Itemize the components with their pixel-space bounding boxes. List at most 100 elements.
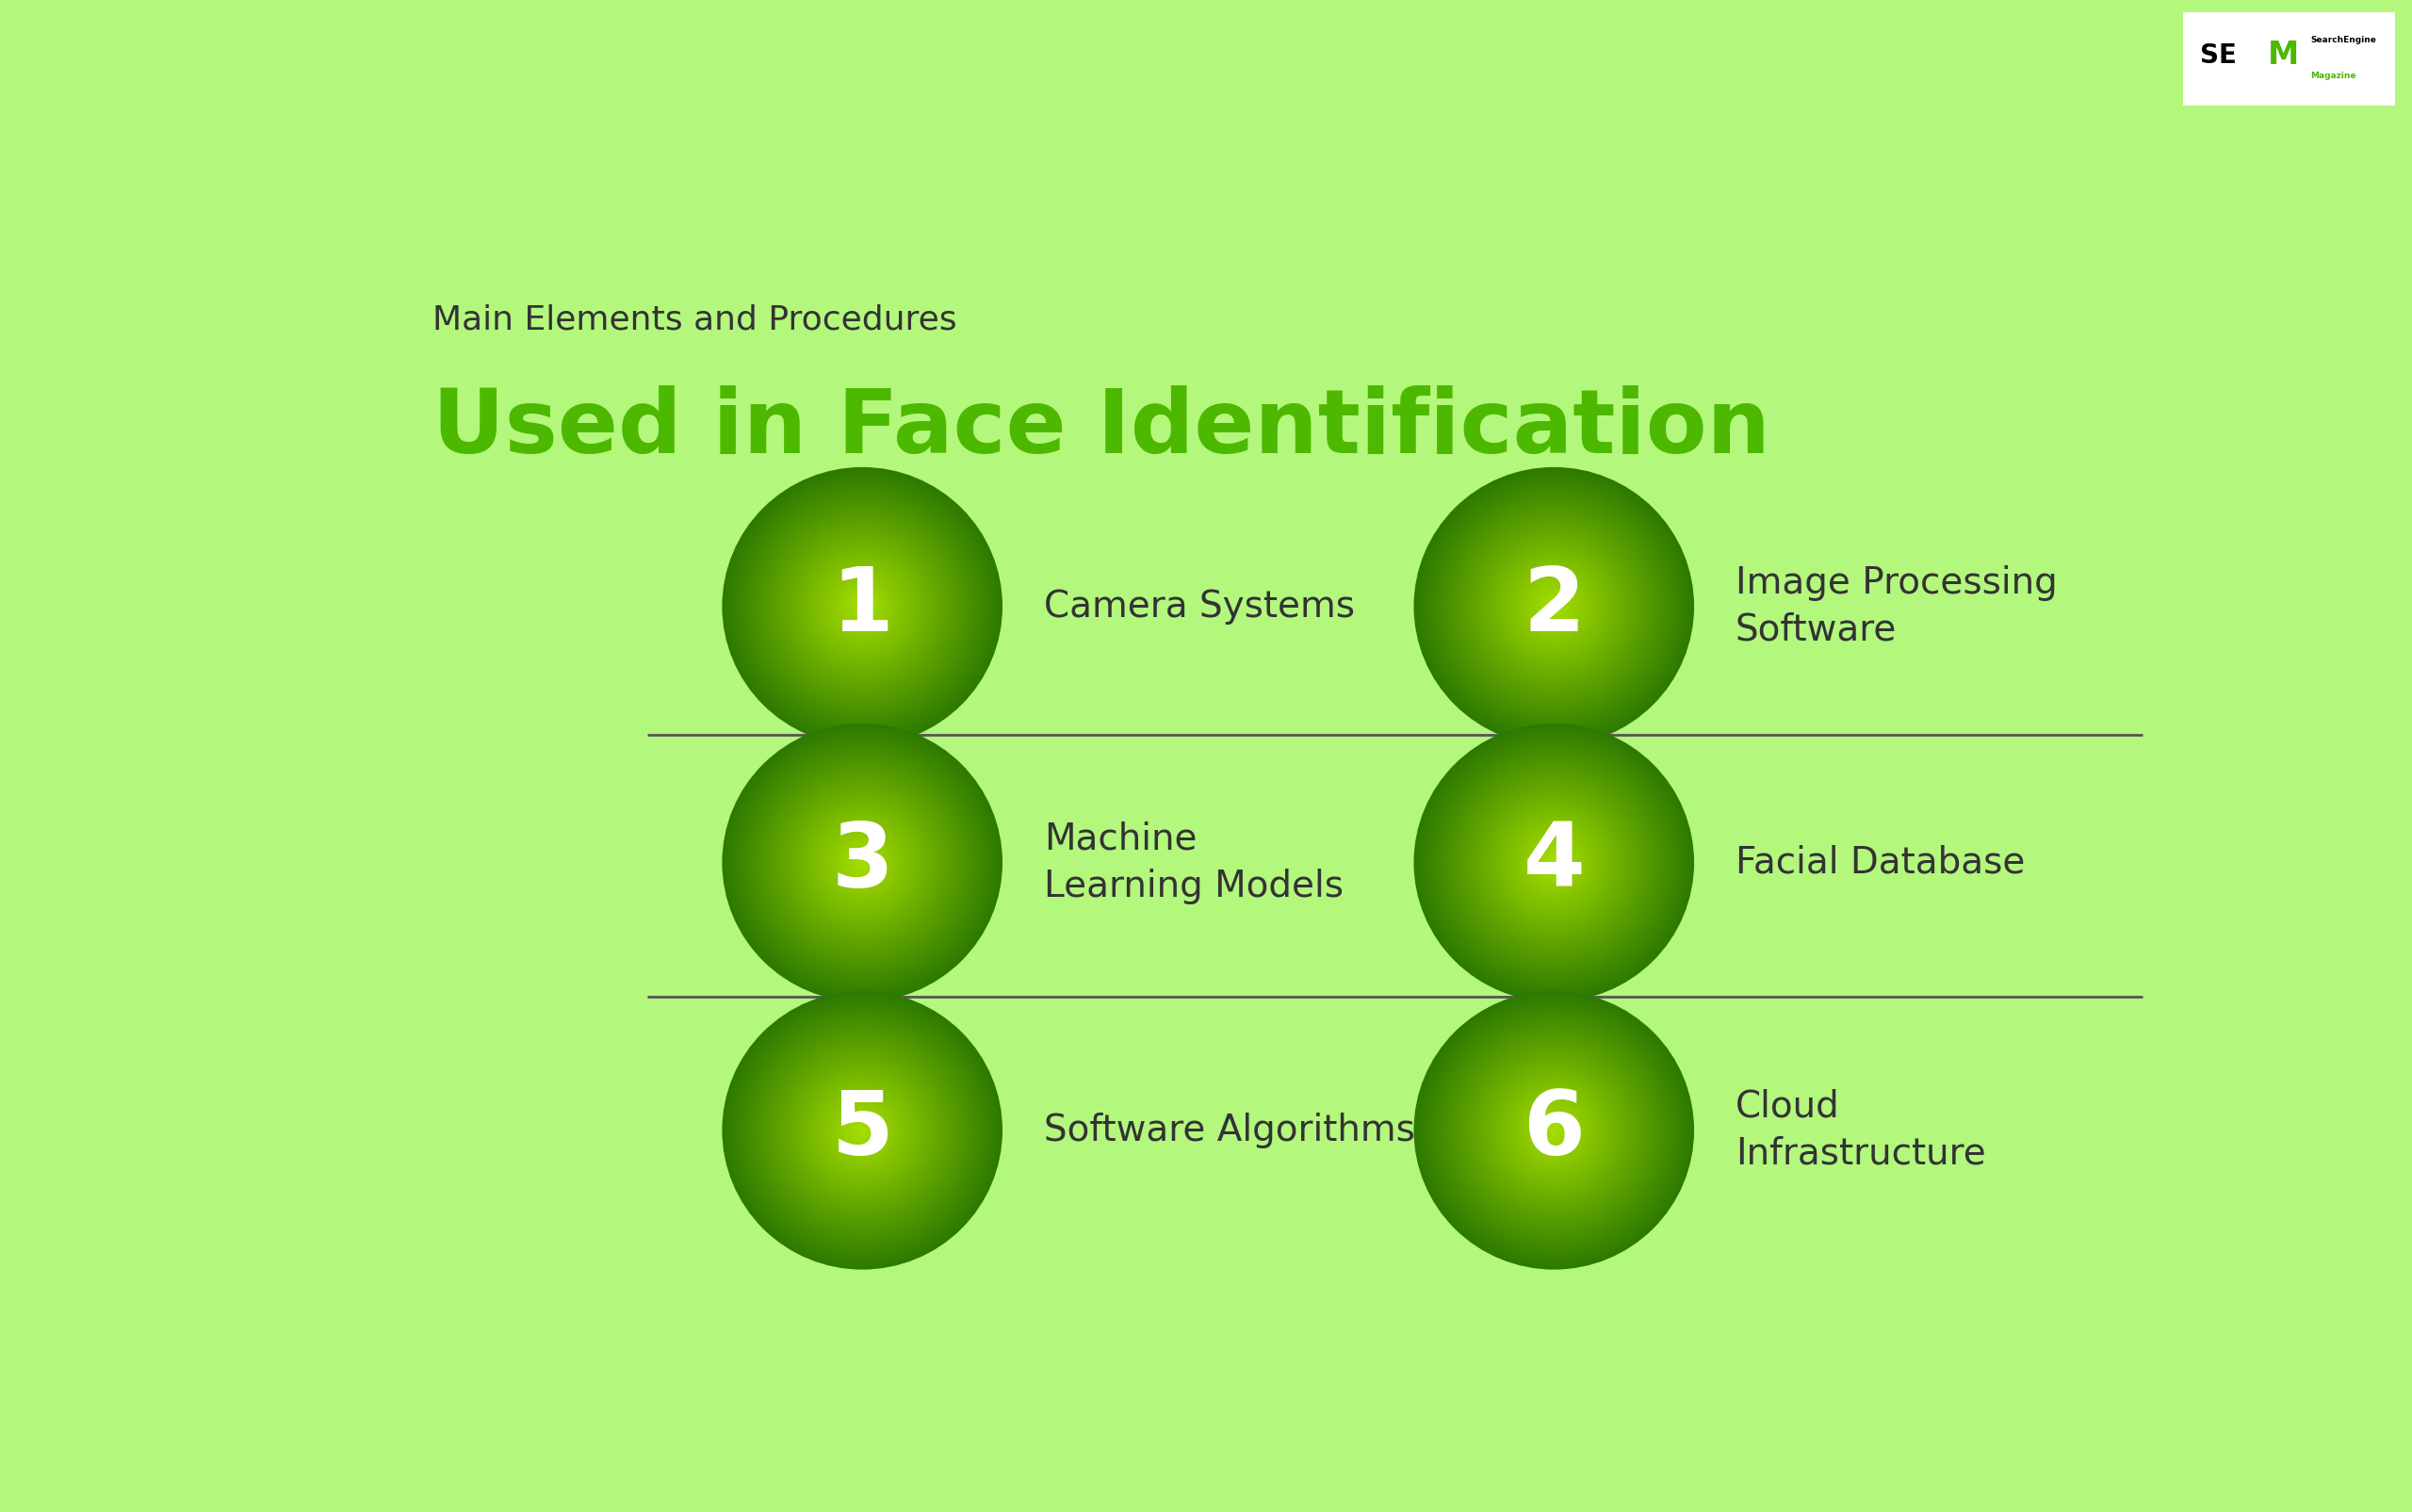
Ellipse shape [830, 1096, 895, 1164]
Ellipse shape [835, 835, 890, 891]
Ellipse shape [1551, 603, 1556, 609]
Ellipse shape [806, 807, 919, 918]
Ellipse shape [1474, 1049, 1635, 1211]
Text: 3: 3 [832, 820, 892, 906]
Ellipse shape [1544, 1119, 1565, 1142]
Ellipse shape [1466, 776, 1640, 950]
Text: Machine
Learning Models: Machine Learning Models [1044, 821, 1343, 904]
Ellipse shape [825, 1095, 900, 1166]
Ellipse shape [1462, 514, 1647, 699]
Ellipse shape [1462, 771, 1647, 954]
Ellipse shape [765, 1033, 960, 1228]
Ellipse shape [1464, 517, 1643, 696]
Ellipse shape [1476, 785, 1633, 940]
Ellipse shape [1457, 765, 1652, 960]
Ellipse shape [733, 735, 991, 990]
Ellipse shape [772, 517, 953, 696]
Ellipse shape [1500, 553, 1606, 659]
Ellipse shape [1505, 559, 1602, 653]
Ellipse shape [849, 1116, 876, 1145]
Ellipse shape [1469, 1046, 1638, 1214]
Ellipse shape [851, 851, 873, 874]
Ellipse shape [1551, 1128, 1556, 1132]
Ellipse shape [1527, 835, 1582, 891]
Ellipse shape [1418, 729, 1688, 996]
Ellipse shape [1503, 556, 1604, 656]
Ellipse shape [1527, 1102, 1582, 1158]
Ellipse shape [808, 553, 917, 659]
Ellipse shape [835, 1102, 890, 1158]
Ellipse shape [1495, 1072, 1614, 1188]
Ellipse shape [774, 776, 950, 950]
Ellipse shape [847, 1113, 878, 1148]
Ellipse shape [856, 1125, 868, 1136]
Ellipse shape [753, 754, 972, 971]
Ellipse shape [851, 1119, 873, 1142]
Ellipse shape [784, 528, 941, 685]
Ellipse shape [808, 809, 917, 915]
Ellipse shape [733, 478, 991, 735]
Ellipse shape [1423, 475, 1686, 738]
Ellipse shape [796, 1063, 929, 1198]
Ellipse shape [762, 1030, 962, 1231]
Ellipse shape [1493, 1069, 1616, 1191]
Text: Cloud
Infrastructure: Cloud Infrastructure [1734, 1089, 1985, 1172]
Ellipse shape [820, 821, 904, 904]
Ellipse shape [1435, 490, 1672, 723]
Ellipse shape [1428, 481, 1681, 732]
Ellipse shape [1459, 1036, 1650, 1225]
Ellipse shape [801, 1069, 924, 1191]
Ellipse shape [1452, 1030, 1655, 1231]
Ellipse shape [728, 473, 996, 739]
Ellipse shape [820, 1089, 904, 1172]
Ellipse shape [738, 484, 987, 729]
Ellipse shape [820, 564, 904, 649]
Ellipse shape [779, 779, 946, 947]
Ellipse shape [781, 782, 943, 943]
Ellipse shape [1416, 993, 1691, 1267]
Ellipse shape [1536, 590, 1570, 623]
Ellipse shape [728, 996, 996, 1264]
Ellipse shape [859, 860, 866, 865]
Ellipse shape [822, 824, 902, 901]
Ellipse shape [1425, 478, 1684, 735]
Ellipse shape [856, 857, 868, 868]
Ellipse shape [1495, 547, 1614, 665]
Ellipse shape [1433, 742, 1674, 983]
Ellipse shape [1479, 531, 1631, 682]
Ellipse shape [1457, 510, 1652, 705]
Ellipse shape [1428, 1005, 1681, 1255]
Ellipse shape [1433, 487, 1674, 726]
Ellipse shape [815, 559, 909, 653]
Ellipse shape [832, 832, 892, 894]
Ellipse shape [1459, 511, 1650, 702]
Ellipse shape [1425, 1002, 1684, 1258]
Ellipse shape [1486, 540, 1621, 673]
Ellipse shape [849, 593, 876, 620]
Ellipse shape [1442, 751, 1667, 974]
Ellipse shape [781, 526, 943, 686]
Ellipse shape [743, 742, 982, 983]
Ellipse shape [781, 1049, 943, 1211]
Ellipse shape [796, 540, 929, 673]
Ellipse shape [1483, 792, 1623, 933]
Ellipse shape [1532, 841, 1577, 885]
Ellipse shape [1469, 779, 1638, 947]
Ellipse shape [1500, 809, 1606, 915]
Ellipse shape [745, 745, 979, 980]
Ellipse shape [1539, 593, 1568, 620]
Ellipse shape [1544, 851, 1565, 874]
Ellipse shape [842, 587, 883, 626]
Ellipse shape [1520, 573, 1587, 640]
Text: 5: 5 [832, 1087, 892, 1173]
Ellipse shape [1445, 497, 1664, 715]
Ellipse shape [791, 792, 933, 933]
Ellipse shape [721, 723, 1003, 1002]
Ellipse shape [1450, 759, 1657, 966]
Ellipse shape [748, 748, 977, 977]
Ellipse shape [1450, 1027, 1657, 1234]
Ellipse shape [1440, 1016, 1669, 1244]
Text: M: M [2267, 39, 2299, 71]
Ellipse shape [1442, 494, 1667, 718]
Ellipse shape [1483, 537, 1623, 676]
